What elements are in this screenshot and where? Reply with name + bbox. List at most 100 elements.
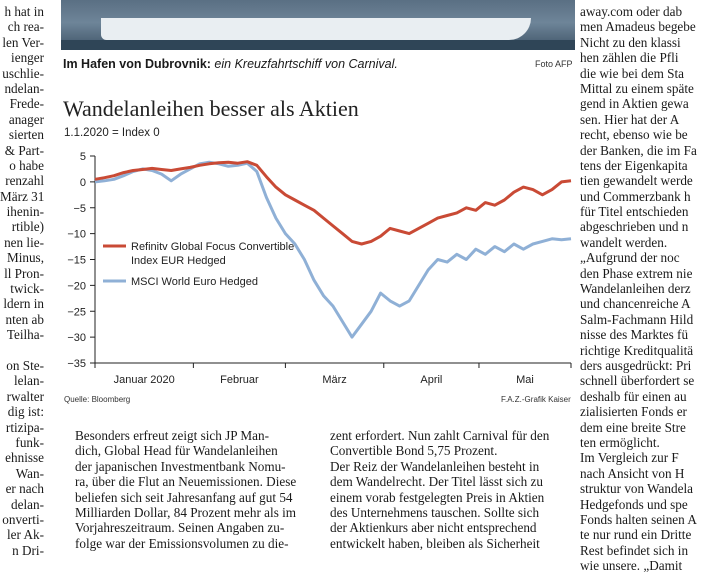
x-tick-label: April <box>420 374 442 386</box>
text-line: rtizipa- <box>5 419 44 435</box>
article-column-2: zent erfordert. Nun zahlt Carnival für d… <box>330 428 574 551</box>
text-line: „Aufgrund der noc <box>580 250 680 266</box>
text-line: on Ste- <box>6 357 44 373</box>
text-line: der japanischen Investmentbank Nomu- <box>75 458 286 474</box>
text-line: lelan- <box>13 373 44 389</box>
text-line: sen. Hier hat der A <box>580 111 680 127</box>
x-tick-label: Mai <box>516 374 534 386</box>
chart-title: Wandelanleihen besser als Aktien <box>63 96 359 121</box>
caption-location: Im Hafen von Dubrovnik: <box>63 57 211 71</box>
text-line: des Unternehmens tauschen. Sollte sich <box>330 504 540 520</box>
text-line: Milliarden Dollar, 84 Prozent mehr als i… <box>75 504 297 520</box>
cruise-ship-photo <box>61 0 575 50</box>
text-line: nten ab <box>5 311 44 327</box>
text-line: away.com oder dab <box>580 4 683 19</box>
text-line: struktur von Wandela <box>580 481 693 497</box>
y-tick-label: 5 <box>80 151 86 163</box>
text-line: tien gewandelt werde <box>580 173 693 189</box>
text-line: er nach <box>5 481 44 497</box>
text-line: & Part- <box>4 142 44 158</box>
text-line: ten ermöglicht. <box>580 434 660 450</box>
text-line: ihenin- <box>6 204 44 220</box>
text-line: Rest befindet sich in <box>580 542 689 558</box>
text-line: h hat in <box>4 4 44 19</box>
y-tick-label: −20 <box>67 280 86 292</box>
chart-credit: F.A.Z.-Grafik Kaiser <box>501 395 571 404</box>
text-line: Besonders erfreut zeigt sich JP Man- <box>75 428 269 443</box>
text-line: ll Pron- <box>4 265 44 281</box>
text-line: für Titel entschieden <box>580 204 689 220</box>
text-line: Fonds halten seinen A <box>580 511 697 527</box>
text-line: einem vorab festgelegten Preis in Aktien <box>330 489 545 505</box>
photo-caption: Im Hafen von Dubrovnik: ein Kreuzfahrtsc… <box>63 57 398 71</box>
text-line: Wandelanleihen derz <box>580 281 691 297</box>
text-line: ndelan- <box>4 80 44 96</box>
text-line: März 31 <box>0 188 44 204</box>
text-line: deshalb für einen au <box>580 388 687 404</box>
text-line: Wan- <box>15 465 44 481</box>
text-line: beliefen sich seit Jahresanfang auf gut … <box>75 489 293 505</box>
text-line: recht, ebenso wie be <box>580 127 688 143</box>
text-line: zialisierten Fonds er <box>580 404 687 420</box>
text-line: te nur rund ein Dritte <box>580 527 692 543</box>
series-line <box>94 160 572 339</box>
series-line <box>94 160 572 246</box>
text-line: nisse des Marktes fü <box>580 327 689 343</box>
text-line: men Amadeus begebe <box>580 19 696 35</box>
chart-source: Quelle: Bloomberg <box>64 395 131 404</box>
legend-label: Refinitv Global Focus Convertible <box>131 241 294 253</box>
text-line: twick- <box>10 281 44 297</box>
text-line: delan- <box>11 496 44 512</box>
text-line: ders ausgedrückt: Pri <box>580 357 692 373</box>
y-tick-label: 0 <box>80 177 86 189</box>
text-line: ehnisse <box>5 450 44 466</box>
text-line: und Commerzbank h <box>580 188 691 204</box>
text-line: abgeschrieben und n <box>580 219 689 235</box>
text-line: und chancenreiche A <box>580 296 691 312</box>
y-tick-label: −15 <box>67 255 86 267</box>
text-line: Minus, <box>6 250 44 266</box>
article-column-1: Besonders erfreut zeigt sich JP Man-dich… <box>75 428 315 551</box>
text-line: den Phase extrem nie <box>580 265 693 281</box>
text-line: len Ver- <box>2 34 44 50</box>
text-line: ler Ak- <box>7 527 44 543</box>
legend-label: MSCI World Euro Hedged <box>131 276 258 288</box>
text-line: der Aktienkurs aber nicht entsprechend <box>330 520 537 536</box>
text-line: n Dri- <box>12 542 44 558</box>
text-line: entwickelt haben, bleiben als Sicherheit <box>330 535 540 551</box>
x-tick-label: Januar 2020 <box>114 374 175 386</box>
legend-label: Index EUR Hedged <box>131 255 226 267</box>
text-line: Nicht zu den klassi <box>580 34 681 50</box>
text-line: ra, über die Flut an Neuemissionen. Dies… <box>75 474 297 490</box>
text-line: sierten <box>8 127 44 143</box>
text-line: Der Reiz der Wandelanleihen besteht in <box>330 458 540 474</box>
text-line: richtige Kreditqualitä <box>580 342 694 358</box>
text-line: die wie bei dem Sta <box>580 65 685 81</box>
text-line: Convertible Bond 5,75 Prozent. <box>330 443 498 459</box>
x-tick-label: März <box>322 374 346 386</box>
text-line: dig ist: <box>7 404 44 420</box>
text-line: Vorjahreszeitraum. Seinen Angaben zu- <box>75 520 285 536</box>
line-chart: 5 0 −5 −10 −15 −20 −25 −30 −35 Januar 2020 Februar… <box>67 151 572 386</box>
y-tick-label: −10 <box>67 229 86 241</box>
text-line: ldern in <box>3 296 44 312</box>
text-line: Hedgefonds und spe <box>580 496 688 512</box>
text-line: wandelt werden. <box>580 234 668 250</box>
text-line: Teilha- <box>6 327 44 343</box>
y-tick-label: −5 <box>73 203 86 215</box>
text-line: anager <box>8 111 44 127</box>
left-text-column: h hat in ch rea-len Ver-ienger uschlie-nde… <box>0 4 44 558</box>
text-line: renzahl <box>5 173 44 189</box>
text-line: uschlie- <box>2 65 44 81</box>
text-line: rwalter <box>6 388 44 404</box>
text-line: ch rea- <box>7 19 44 35</box>
text-line: tens der Eigenkapita <box>580 157 688 173</box>
text-line: dem Wandelrecht. Der Titel lässt sich zu <box>330 474 543 490</box>
text-line: funk- <box>15 434 44 450</box>
x-tick-label: Februar <box>220 374 259 386</box>
y-tick-label: −35 <box>67 358 86 370</box>
text-line: Salm-Fachmann Hild <box>580 311 694 327</box>
text-line: Mittal zu einem späte <box>580 80 694 96</box>
y-tick-label: −25 <box>67 306 86 318</box>
text-line: dich, Global Head für Wandelanleihen <box>75 443 278 459</box>
